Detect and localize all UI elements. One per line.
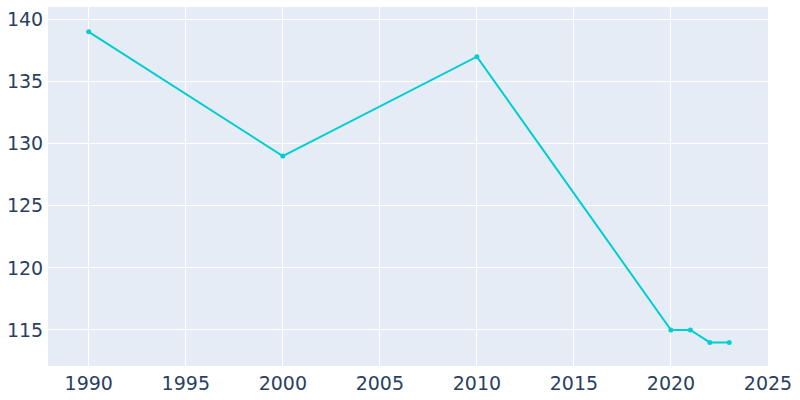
svg-text:2015: 2015 [550, 372, 598, 394]
svg-text:2025: 2025 [744, 372, 792, 394]
svg-text:1990: 1990 [65, 372, 113, 394]
svg-text:125: 125 [7, 194, 43, 216]
svg-text:140: 140 [7, 8, 43, 30]
svg-text:2020: 2020 [647, 372, 695, 394]
svg-text:1995: 1995 [162, 372, 210, 394]
svg-text:2010: 2010 [453, 372, 501, 394]
svg-text:2000: 2000 [259, 372, 307, 394]
svg-text:115: 115 [7, 319, 43, 341]
svg-text:120: 120 [7, 257, 43, 279]
svg-text:130: 130 [7, 132, 43, 154]
svg-text:135: 135 [7, 70, 43, 92]
svg-text:2005: 2005 [356, 372, 404, 394]
